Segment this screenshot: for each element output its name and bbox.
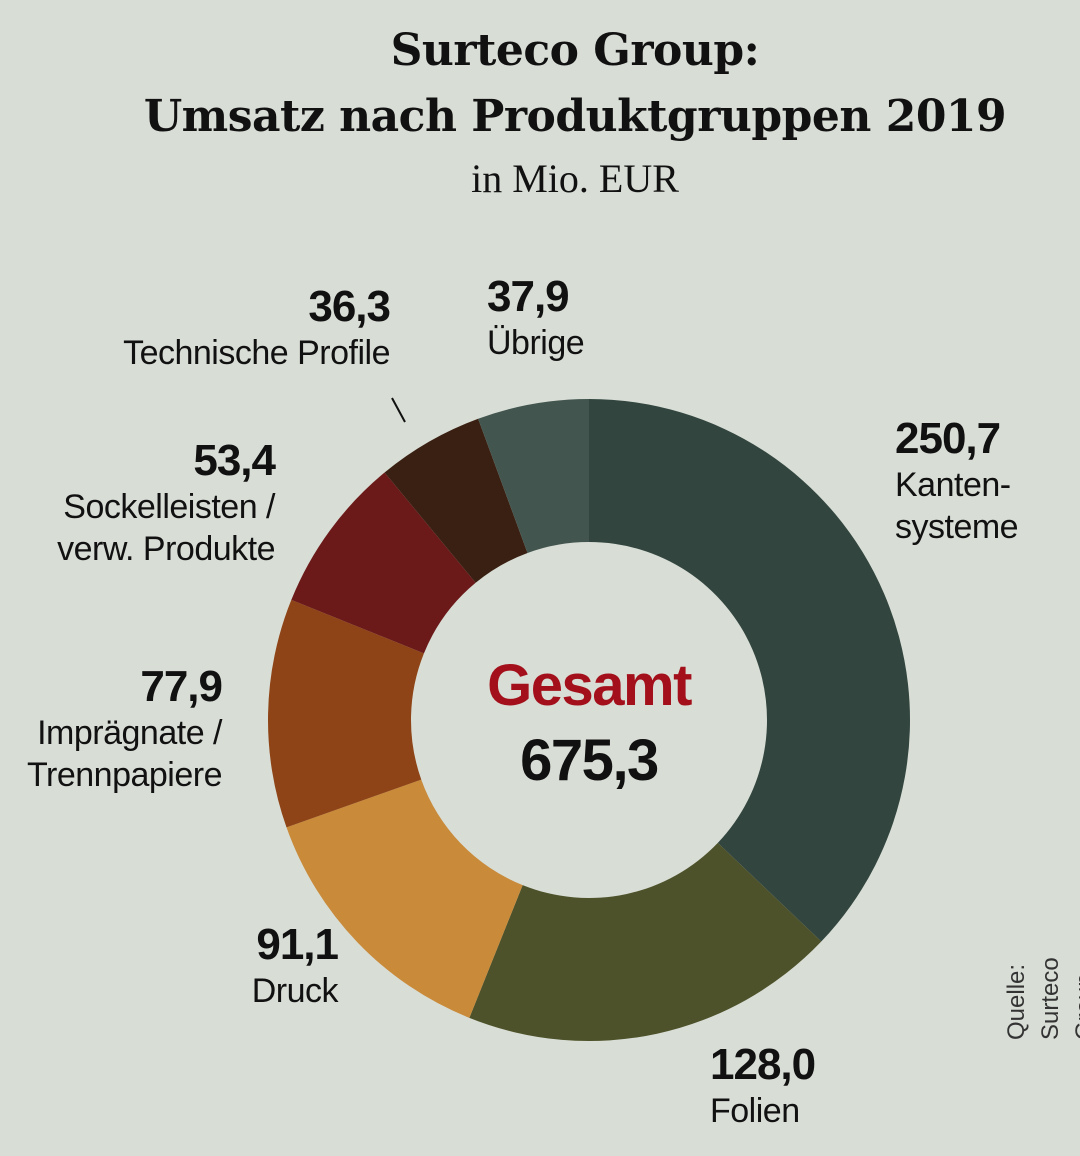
slice-label: 250,7 Kanten- systeme [895, 414, 1019, 548]
chart-subtitle: in Mio. EUR [471, 156, 679, 201]
center-value: 675,3 [520, 728, 658, 793]
slice-label: 53,4 Sockelleisten / verw. Produkte [57, 436, 276, 570]
value-label: 91,1 [256, 920, 339, 969]
category-label: Kanten- systeme [895, 466, 1019, 546]
donut-slice [478, 399, 589, 553]
slice-label: 128,0 Folien [710, 1040, 816, 1132]
source-note: Quelle: Surteco Group SE 2020; Grafik: B… [1003, 957, 1080, 1040]
donut-slice [291, 472, 476, 654]
donut-slice [589, 399, 910, 942]
donut-slice [384, 418, 528, 583]
value-label: 36,3 [308, 282, 391, 331]
chart-title: Surteco Group: Umsatz nach Produktgruppe… [143, 25, 1007, 142]
slice-label: 36,3 Technische Profile [123, 282, 391, 374]
value-label: 37,9 [487, 272, 570, 321]
leader-line [391, 397, 406, 423]
donut-slice [469, 842, 822, 1041]
slice-label: 77,9 Imprägnate / Trennpapiere [27, 662, 223, 796]
category-label: Technische Profile [123, 334, 390, 372]
value-label: 77,9 [140, 662, 223, 711]
category-label: Übrige [487, 324, 585, 362]
donut-slice [267, 599, 424, 828]
slice-label: 37,9 Übrige [487, 272, 585, 364]
category-label: Folien [710, 1092, 800, 1130]
value-label: 250,7 [895, 414, 1001, 463]
slice-label: 91,1 Druck [251, 920, 339, 1012]
category-label: Druck [251, 972, 339, 1010]
category-label: Sockelleisten / verw. Produkte [57, 488, 275, 568]
donut-slice [286, 779, 523, 1018]
value-label: 128,0 [710, 1040, 816, 1089]
value-label: 53,4 [193, 436, 276, 485]
category-label: Imprägnate / Trennpapiere [27, 714, 222, 794]
center-title: Gesamt [487, 653, 692, 718]
